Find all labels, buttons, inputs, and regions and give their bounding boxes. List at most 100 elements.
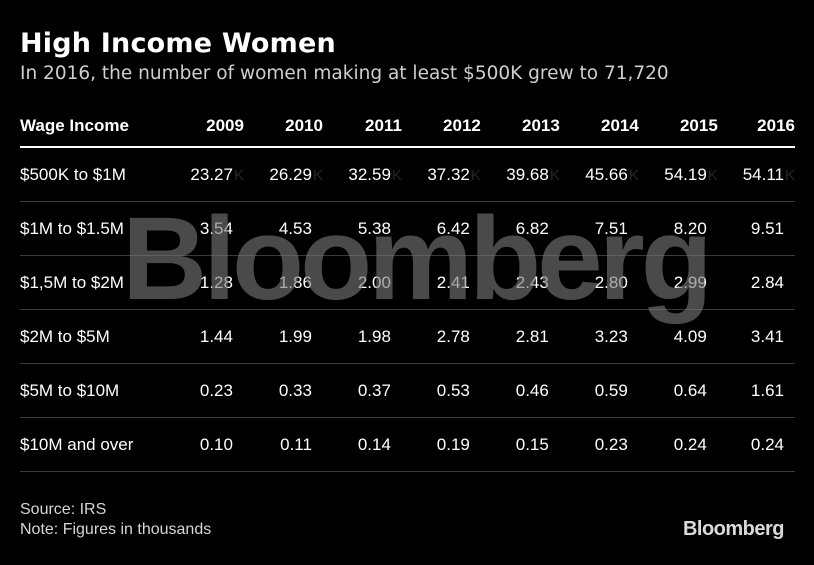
- cell-value: 1.44: [199, 326, 233, 346]
- source-note: Source: IRS: [20, 501, 107, 518]
- table-cell: 0.23: [165, 363, 244, 418]
- table-cell: 54.19K: [638, 147, 718, 202]
- table-cell: 3.41: [717, 309, 795, 364]
- table-cell: 2.43: [480, 255, 560, 310]
- row-label: $5M to $10M: [20, 363, 165, 418]
- table-row: $2M to $5M 1.44 1.99 1.98 2.78 2.81 3.23 4.09 3.…: [20, 309, 795, 364]
- chart-subtitle: In 2016, the number of women making at l…: [20, 63, 669, 84]
- table-cell: 0.37: [322, 363, 402, 418]
- row-label: $500K to $1M: [20, 147, 165, 202]
- table-cell: 2.00: [322, 255, 402, 310]
- table-cell: 39.68K: [480, 147, 560, 202]
- table-cell: 2.78: [401, 309, 481, 364]
- table-cell: 2.84: [717, 255, 795, 310]
- cell-value: 6.42: [436, 218, 470, 238]
- cell-value: 0.14: [357, 434, 391, 454]
- table-cell: 1.98: [322, 309, 402, 364]
- cell-value: 4.53: [278, 218, 312, 238]
- cell-value: 2.81: [515, 326, 549, 346]
- cell-value: 2.99: [673, 272, 707, 292]
- table-cell: 8.20: [638, 201, 718, 256]
- cell-value: 26.29: [269, 164, 312, 184]
- table-cell: 9.51: [717, 201, 795, 256]
- table-cell: 0.46: [480, 363, 560, 418]
- table-cell: 23.27K: [165, 147, 244, 202]
- cell-suffix: K: [707, 166, 718, 184]
- cell-value: 9.51: [750, 218, 784, 238]
- table-header-row: Wage Income 2009 2010 2011 2012 2013 2014 2015…: [20, 106, 795, 148]
- header-year-2011: 2011: [322, 106, 402, 148]
- header-wage-income: Wage Income: [20, 106, 165, 148]
- table-cell: 3.23: [559, 309, 639, 364]
- table-cell: 3.54: [165, 201, 244, 256]
- cell-value: 1.86: [278, 272, 312, 292]
- row-label: $1M to $1.5M: [20, 201, 165, 256]
- cell-value: 0.10: [199, 434, 233, 454]
- table-cell: 0.23: [559, 417, 639, 472]
- cell-suffix: K: [549, 166, 560, 184]
- cell-value: 3.54: [199, 218, 233, 238]
- table-cell: 32.59K: [322, 147, 402, 202]
- cell-value: 3.23: [594, 326, 628, 346]
- table-row: $10M and over 0.10 0.11 0.14 0.19 0.15 0.23 0.2…: [20, 417, 795, 472]
- bloomberg-logo: Bloomberg: [682, 518, 785, 540]
- table-cell: 2.99: [638, 255, 718, 310]
- table-cell: 1.28: [165, 255, 244, 310]
- cell-value: 2.80: [594, 272, 628, 292]
- cell-value: 0.33: [278, 380, 312, 400]
- table-cell: 1.86: [243, 255, 323, 310]
- cell-value: 0.59: [594, 380, 628, 400]
- cell-value: 2.78: [436, 326, 470, 346]
- table-cell: 6.82: [480, 201, 560, 256]
- table-row: $1M to $1.5M 3.54 4.53 5.38 6.42 6.82 7.51 8.20…: [20, 201, 795, 256]
- cell-value: 4.09: [673, 326, 707, 346]
- cell-value: 54.11: [742, 164, 784, 184]
- cell-value: 32.59: [348, 164, 391, 184]
- table-row: $5M to $10M 0.23 0.33 0.37 0.53 0.46 0.59 0.64 1…: [20, 363, 795, 418]
- chart-title: High Income Women: [20, 28, 336, 59]
- table-cell: 6.42: [401, 201, 481, 256]
- cell-value: 0.24: [750, 434, 784, 454]
- table-cell: 0.10: [165, 417, 244, 472]
- row-label: $10M and over: [20, 417, 165, 472]
- cell-suffix: K: [785, 166, 796, 184]
- cell-suffix: K: [470, 166, 481, 184]
- table-cell: 37.32K: [401, 147, 481, 202]
- cell-value: 45.66: [585, 164, 628, 184]
- cell-suffix: K: [391, 166, 402, 184]
- cell-value: 8.20: [673, 218, 707, 238]
- cell-value: 0.24: [673, 434, 707, 454]
- cell-value: 2.00: [357, 272, 391, 292]
- cell-value: 7.51: [594, 218, 628, 238]
- cell-value: 2.41: [436, 272, 470, 292]
- table-cell: 1.61: [717, 363, 795, 418]
- cell-value: 23.27: [190, 164, 233, 184]
- header-year-2013: 2013: [480, 106, 560, 148]
- row-label: $2M to $5M: [20, 309, 165, 364]
- table-cell: 26.29K: [243, 147, 323, 202]
- table-row: $500K to $1M 23.27K 26.29K 32.59K 37.32K 39.6…: [20, 147, 795, 202]
- income-table: Wage Income 2009 2010 2011 2012 2013 2014 2015…: [20, 106, 795, 472]
- table-cell: 1.44: [165, 309, 244, 364]
- table-cell: 7.51: [559, 201, 639, 256]
- cell-value: 1.98: [357, 326, 391, 346]
- cell-suffix: K: [312, 166, 323, 184]
- cell-value: 54.19: [664, 164, 707, 184]
- table-cell: 0.33: [243, 363, 323, 418]
- cell-value: 0.23: [199, 380, 233, 400]
- table-cell: 0.14: [322, 417, 402, 472]
- header-year-2012: 2012: [401, 106, 481, 148]
- cell-value: 2.84: [750, 272, 784, 292]
- cell-value: 1.99: [278, 326, 312, 346]
- cell-value: 1.61: [750, 380, 784, 400]
- cell-value: 0.15: [515, 434, 549, 454]
- cell-value: 0.23: [594, 434, 628, 454]
- table-row: $1,5M to $2M 1.28 1.86 2.00 2.41 2.43 2.80 2.99…: [20, 255, 795, 310]
- header-year-2010: 2010: [243, 106, 323, 148]
- table-cell: 45.66K: [559, 147, 639, 202]
- cell-value: 1.28: [199, 272, 233, 292]
- cell-value: 37.32: [427, 164, 470, 184]
- figures-note: Note: Figures in thousands: [20, 521, 212, 538]
- cell-value: 2.43: [515, 272, 549, 292]
- table-cell: 0.64: [638, 363, 718, 418]
